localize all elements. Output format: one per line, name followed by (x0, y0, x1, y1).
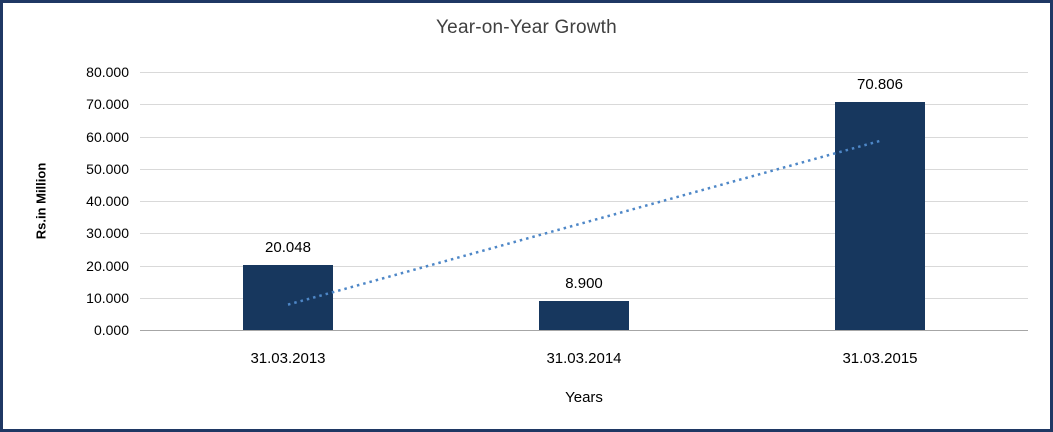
bar (539, 301, 629, 330)
y-tick-label: 20.000 (86, 257, 129, 274)
gridline (140, 265, 1028, 267)
y-tick-label: 30.000 (86, 225, 129, 242)
x-tick-label: 31.03.2015 (842, 350, 918, 367)
bar (243, 265, 333, 330)
gridline (140, 201, 1028, 202)
bar-data-label: 8.900 (565, 275, 603, 293)
y-tick-label: 80.000 (86, 64, 129, 80)
gridline (140, 168, 1028, 170)
gridline (140, 136, 1028, 138)
x-axis-line (140, 330, 1028, 331)
trendline (287, 139, 881, 306)
gridline (140, 233, 1028, 235)
bar-data-label: 20.048 (265, 239, 311, 257)
y-tick-label: 60.000 (86, 128, 129, 145)
x-tick-label: 31.03.2013 (250, 350, 326, 367)
y-tick-label: 0.000 (93, 322, 129, 338)
y-tick-label: 40.000 (86, 193, 129, 209)
gridline (140, 104, 1028, 106)
x-axis-title: Years (565, 389, 603, 406)
plot-area (140, 72, 1028, 331)
chart-title: Year-on-Year Growth (436, 17, 617, 38)
y-tick-label: 50.000 (86, 160, 129, 177)
x-tick-label: 31.03.2014 (546, 350, 622, 367)
bar-data-label: 70.806 (857, 75, 903, 93)
y-tick-label: 10.000 (86, 289, 129, 306)
bar (835, 101, 925, 330)
gridline (140, 72, 1028, 73)
gridline (140, 297, 1028, 299)
y-tick-label: 70.000 (86, 96, 129, 113)
